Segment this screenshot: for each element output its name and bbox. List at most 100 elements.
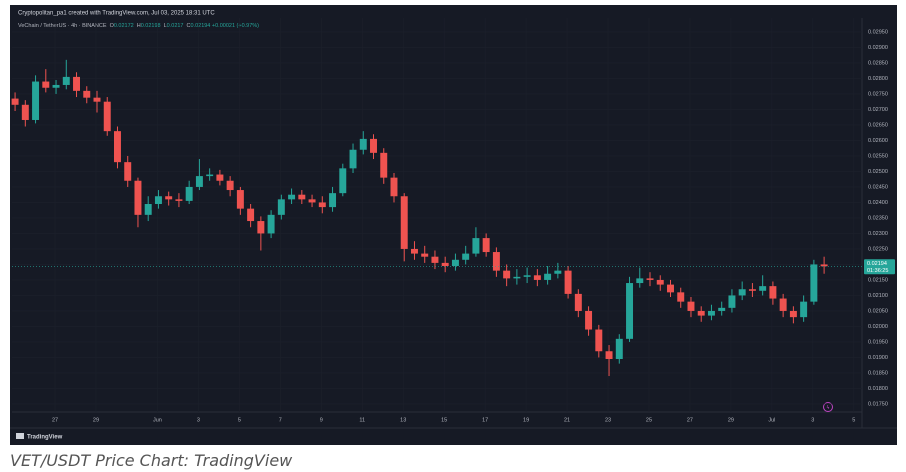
y-tick-label: 0.02450 <box>868 184 888 190</box>
y-tick-label: 0.02600 <box>868 138 888 144</box>
y-tick-label: 0.02650 <box>868 122 888 128</box>
candle-body <box>257 221 265 234</box>
candle-body <box>277 199 285 215</box>
candle-body <box>544 273 552 280</box>
candle-body <box>564 270 572 294</box>
candle-body <box>288 194 296 200</box>
candle-body <box>482 238 490 253</box>
candle-body <box>175 199 183 201</box>
candle-body <box>216 174 224 181</box>
x-tick-label: 7 <box>279 417 282 423</box>
candle-body <box>574 293 582 311</box>
y-tick-label: 0.02550 <box>868 153 888 159</box>
ohlc-value: 0.02194 <box>190 23 210 29</box>
caption: VET/USDT Price Chart: TradingView <box>10 451 293 470</box>
x-tick-label: 19 <box>523 417 529 423</box>
candle-body <box>93 97 101 102</box>
candle-body <box>83 90 91 98</box>
event-icon <box>823 402 833 412</box>
candle-body <box>318 202 326 208</box>
x-tick-label: Jul <box>768 417 775 423</box>
ohlc-label: O <box>110 23 115 29</box>
ohlc-label: H <box>137 23 141 29</box>
y-tick-label: 0.02500 <box>868 169 888 175</box>
candle-body <box>779 298 787 311</box>
x-tick-label: 29 <box>728 417 734 423</box>
candle-body <box>114 131 121 163</box>
candle-body <box>144 203 152 215</box>
candle-body <box>380 152 388 178</box>
candle-body <box>677 292 685 302</box>
y-tick-label: 0.02050 <box>868 308 888 314</box>
candle-body <box>195 176 203 187</box>
candle-body <box>103 101 111 132</box>
x-tick-label: 3 <box>197 417 200 423</box>
candle-body <box>308 199 316 203</box>
candle-body <box>73 76 80 91</box>
x-tick-label: 21 <box>564 417 570 423</box>
y-tick-label: 0.01800 <box>868 386 888 392</box>
x-tick-label: 27 <box>687 417 693 423</box>
x-tick-label: 5 <box>852 417 855 423</box>
y-tick-label: 0.02900 <box>868 45 888 51</box>
x-tick-label: 9 <box>320 417 323 423</box>
y-tick-label: 0.01850 <box>868 370 888 376</box>
candle-body <box>410 248 418 254</box>
y-tick-label: 0.01750 <box>868 401 888 407</box>
candle-body <box>165 196 173 200</box>
y-tick-label: 0.02150 <box>868 277 888 283</box>
candle-body <box>298 194 306 200</box>
candle-body <box>349 149 357 169</box>
candle-body <box>472 238 480 254</box>
brand-logo: TradingView <box>16 433 63 441</box>
candle-body <box>421 253 429 257</box>
candle-body <box>42 81 50 88</box>
candle-body <box>646 278 654 280</box>
ohlc-value: 0.0217 <box>167 23 184 29</box>
y-tick-label: 0.02000 <box>868 324 888 330</box>
candle-body <box>21 104 29 120</box>
event-icon-glyph: ϟ <box>827 405 830 411</box>
candle-body <box>595 329 603 352</box>
ohlc-value: 0.02198 <box>141 23 161 29</box>
x-tick-label: 27 <box>52 417 58 423</box>
candle-body <box>329 193 337 208</box>
candle-body <box>615 338 623 359</box>
x-tick-label: 3 <box>811 417 814 423</box>
candle-body <box>585 310 593 330</box>
candle-body <box>523 275 531 277</box>
chart-background <box>10 5 897 445</box>
candle-body <box>339 168 347 194</box>
ohlc-label: C <box>187 23 191 29</box>
candle-body <box>759 286 767 291</box>
candle-body <box>636 278 644 284</box>
candle-body <box>748 289 756 291</box>
x-tick-label: 29 <box>93 417 99 423</box>
candle-body <box>769 286 777 299</box>
y-tick-label: 0.02800 <box>868 76 888 82</box>
candle-body <box>62 76 70 85</box>
candle-body <box>185 186 193 201</box>
symbol-legend: VeChain / TetherUS · 4h · BINANCE O0.0217… <box>18 23 259 29</box>
y-tick-label: 0.01900 <box>868 355 888 361</box>
candle-body <box>718 307 726 311</box>
candle-body <box>513 276 521 279</box>
candle-body <box>247 208 255 222</box>
candle-body <box>400 196 408 249</box>
candle-body <box>667 284 674 293</box>
y-tick-label: 0.02950 <box>868 29 888 35</box>
x-tick-label: Jun <box>153 417 162 423</box>
last-price-label: 0.02194 <box>867 261 887 267</box>
change: +0.00021 (+0.97%) <box>212 23 259 29</box>
x-tick-label: 5 <box>238 417 241 423</box>
countdown: 01:36:25 <box>867 268 888 274</box>
candle-body <box>656 279 664 285</box>
last-price-box <box>864 259 895 275</box>
candle-body <box>789 310 797 318</box>
candle-body <box>554 270 562 274</box>
y-tick-label: 0.01950 <box>868 339 888 345</box>
candle-body <box>431 256 439 263</box>
brand: TradingView <box>27 435 63 441</box>
candle-body <box>370 138 377 153</box>
